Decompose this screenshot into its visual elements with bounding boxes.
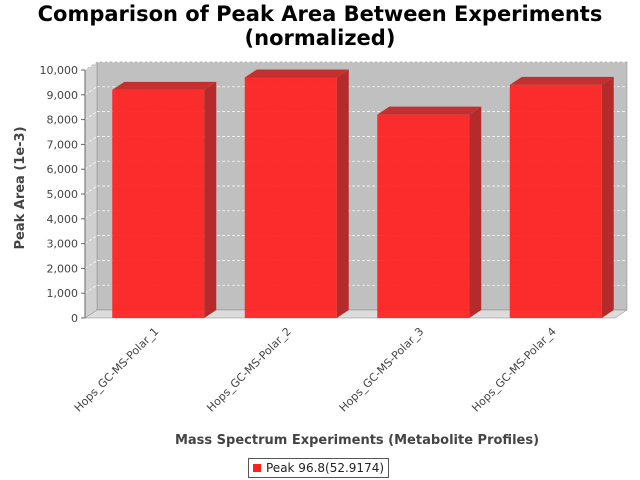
chart-title-line: (normalized) [244, 26, 396, 50]
bar-front [244, 77, 337, 318]
bar-top [509, 76, 614, 85]
axes [81, 69, 86, 319]
grid-line-side [84, 260, 98, 269]
grid-line-side [84, 86, 98, 96]
legend-label: Peak 96.8(52.9174) [266, 461, 385, 475]
y-tick-labels: 0 1,000 2,000 3,000 4,000 5,000 6,000 7,000 8,00… [40, 64, 79, 325]
grid-line-side [84, 235, 98, 244]
bar [112, 81, 217, 318]
y-tick-label: 2,000 [47, 262, 79, 275]
y-tick-label: 10,000 [40, 64, 79, 77]
y-axis-label: Peak Area (1e-3) [13, 126, 28, 249]
legend: Peak 96.8(52.9174) [248, 458, 390, 478]
legend-swatch [253, 464, 261, 472]
bar-top [377, 106, 482, 115]
x-tick-label: Hops_GC-MS-Polar_3 [337, 325, 427, 415]
y-tick-label: 7,000 [47, 138, 79, 151]
bar [509, 76, 614, 318]
bar-front [509, 84, 602, 318]
x-tick-labels: Hops_GC-MS-Polar_1 Hops_GC-MS-Polar_2 Hops… [72, 325, 559, 415]
grid-line-side [84, 111, 98, 120]
bar-side [601, 76, 614, 318]
y-tick-label: 3,000 [47, 238, 79, 251]
grid-line-side [84, 136, 98, 145]
bar-side [469, 106, 482, 318]
bar-top [112, 81, 217, 90]
y-tick-label: 4,000 [47, 213, 79, 226]
grid-line-side [84, 284, 98, 294]
y-tick-label: 8,000 [47, 114, 79, 127]
chart-title-line: Comparison of Peak Area Between Experime… [37, 2, 603, 26]
bar-side [336, 69, 349, 318]
bar-front [377, 114, 470, 318]
x-tick-label: Hops_GC-MS-Polar_1 [72, 325, 162, 415]
grid-line-side [84, 210, 98, 220]
bar-front [112, 89, 205, 318]
bar-top [244, 69, 349, 78]
grid-line-side [84, 61, 98, 71]
x-tick-label: Hops_GC-MS-Polar_2 [204, 325, 294, 415]
bar-side [204, 81, 217, 318]
chart-title: Comparison of Peak Area Between Experime… [0, 2, 640, 50]
y-tick-label: 6,000 [47, 163, 79, 176]
x-tick-label: Hops_GC-MS-Polar_4 [469, 325, 559, 415]
grid-line-side [84, 160, 98, 170]
bar [377, 106, 482, 318]
x-axis-label: Mass Spectrum Experiments (Metabolite Pr… [175, 433, 539, 448]
bar [244, 69, 349, 318]
bars [112, 69, 614, 318]
y-tick-label: 0 [71, 312, 78, 325]
y-tick-label: 9,000 [47, 89, 79, 102]
grid-line-side [84, 185, 98, 195]
y-tick-label: 5,000 [47, 188, 79, 201]
y-tick-label: 1,000 [47, 287, 79, 300]
